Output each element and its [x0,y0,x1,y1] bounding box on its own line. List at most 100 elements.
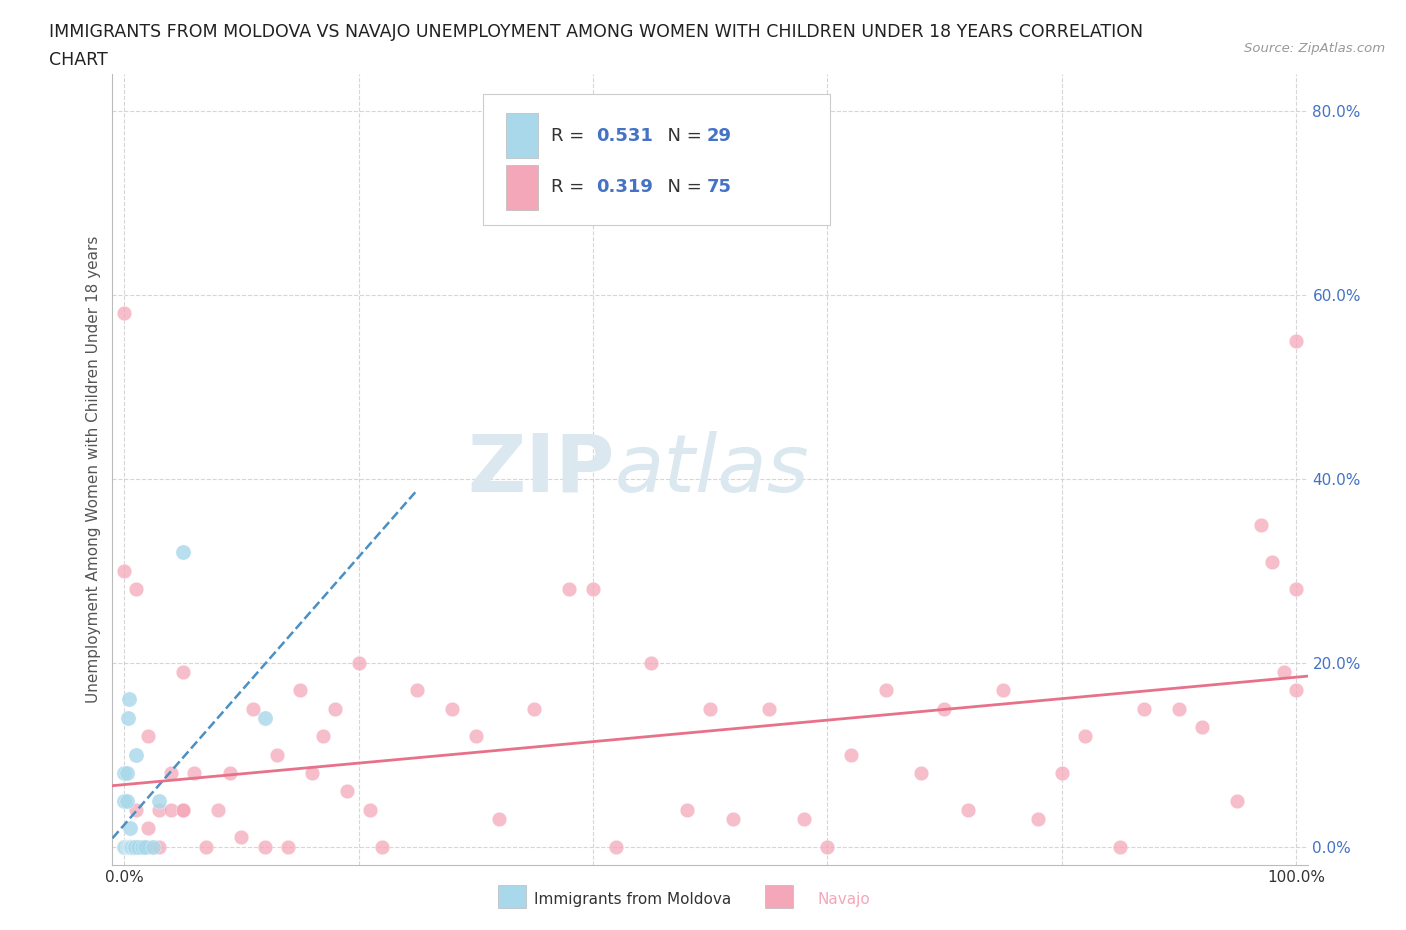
Point [277,839,299,854]
Point [120,820,141,835]
Point [172,545,194,560]
Point [195,839,218,854]
Point [115,765,138,780]
Point [136,729,159,744]
Point [675,803,697,817]
Point [148,839,170,854]
Point [910,765,932,780]
Point [112,306,135,321]
Text: N =: N = [657,126,707,145]
Point [640,656,662,671]
Point [266,747,288,762]
Point [112,793,135,808]
FancyBboxPatch shape [506,113,538,158]
Point [1285,334,1308,349]
Text: IMMIGRANTS FROM MOLDOVA VS NAVAJO UNEMPLOYMENT AMONG WOMEN WITH CHILDREN UNDER 1: IMMIGRANTS FROM MOLDOVA VS NAVAJO UNEMPL… [49,23,1143,41]
Text: 0.319: 0.319 [596,178,654,196]
Point [699,701,721,716]
Point [1285,581,1308,596]
Point [127,839,149,854]
Point [112,839,135,854]
Point [1026,812,1049,827]
Point [582,581,605,596]
Point [136,820,159,835]
Point [288,683,311,698]
Point [336,784,359,799]
Point [793,812,815,827]
Point [112,839,135,854]
Text: Navajo: Navajo [817,892,870,907]
Point [371,839,394,854]
Point [118,692,141,707]
Point [112,564,135,578]
Point [1226,793,1249,808]
Point [112,839,135,854]
Point [1261,554,1284,569]
Point [523,701,546,716]
Text: Source: ZipAtlas.com: Source: ZipAtlas.com [1244,42,1385,55]
Point [1272,664,1295,679]
Point [1250,517,1272,532]
Point [1050,765,1073,780]
Point [605,839,627,854]
Point [253,711,276,725]
Text: ZIP: ZIP [467,431,614,509]
Point [231,830,253,844]
Point [148,793,170,808]
Point [114,839,136,854]
Point [125,839,148,854]
Point [815,839,838,854]
Point [124,839,146,854]
Point [839,747,862,762]
Text: N =: N = [657,178,707,196]
Point [441,701,464,716]
Point [875,683,897,698]
Point [242,701,264,716]
Point [118,839,141,854]
Point [120,839,141,854]
FancyBboxPatch shape [506,165,538,209]
Point [112,839,135,854]
Point [112,839,135,854]
Point [120,839,142,854]
Point [1074,729,1097,744]
Point [142,839,165,854]
Point [112,839,135,854]
Point [122,839,145,854]
Point [406,683,429,698]
Point [136,839,159,854]
Text: 0.531: 0.531 [596,126,654,145]
Point [112,839,135,854]
Point [218,765,240,780]
Point [125,581,148,596]
Point [112,839,135,854]
Point [112,765,135,780]
Point [172,803,194,817]
Text: R =: R = [551,178,591,196]
Point [115,839,138,854]
Text: 75: 75 [706,178,731,196]
Point [112,839,135,854]
Point [117,839,139,854]
Point [301,765,323,780]
Point [121,839,143,854]
Y-axis label: Unemployment Among Women with Children Under 18 years: Unemployment Among Women with Children U… [86,236,101,703]
Point [991,683,1014,698]
Point [183,765,205,780]
Point [134,839,156,854]
Point [125,803,148,817]
Text: R =: R = [551,126,591,145]
Point [1109,839,1132,854]
Point [1191,720,1213,735]
Point [323,701,346,716]
Point [934,701,956,716]
Point [160,803,183,817]
FancyBboxPatch shape [484,94,830,224]
Point [117,711,139,725]
Point [172,803,194,817]
Point [359,803,381,817]
Point [488,812,510,827]
Point [125,747,148,762]
Point [148,803,170,817]
Point [120,839,141,854]
